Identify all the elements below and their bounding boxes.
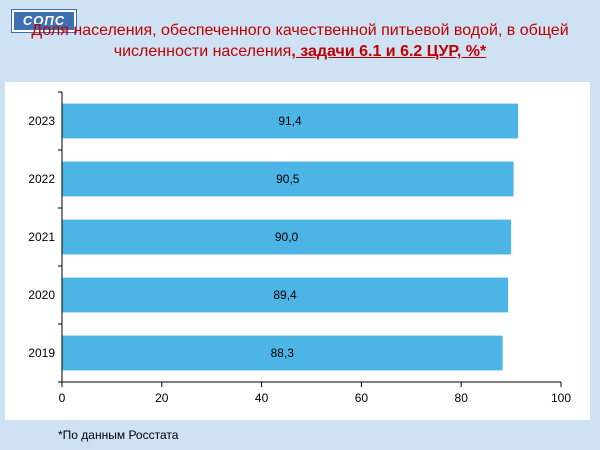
footnote: *По данным Росстата <box>58 428 179 442</box>
bar-2019 <box>62 335 503 371</box>
title-main: Доля населения, обеспеченного качественн… <box>31 22 569 60</box>
bar-2022 <box>62 161 514 197</box>
x-tick-label-0: 0 <box>59 391 66 405</box>
category-label-2019: 2019 <box>28 346 55 360</box>
chart-area: 91,4 2023 90,5 2022 90,0 2021 89,4 2020 88,3 2019… <box>5 82 590 420</box>
category-label-2021: 2021 <box>28 230 55 244</box>
data-label-2022: 90,5 <box>276 172 300 186</box>
title-sdg-tasks: , задачи 6.1 и 6.2 ЦУР, %* <box>291 43 487 60</box>
sops-logo: СОПС <box>12 10 76 32</box>
category-label-2023: 2023 <box>28 114 55 128</box>
data-label-2020: 89,4 <box>273 288 297 302</box>
x-tick-label-60: 60 <box>355 391 369 405</box>
category-label-2022: 2022 <box>28 172 55 186</box>
bar-chart: 91,4 2023 90,5 2022 90,0 2021 89,4 2020 88,3 2019… <box>28 91 571 405</box>
chart-title: Доля населения, обеспеченного качественн… <box>10 20 590 62</box>
bar-2020 <box>62 277 509 313</box>
x-tick-label-20: 20 <box>155 391 169 405</box>
x-tick-label-40: 40 <box>255 391 269 405</box>
data-label-2023: 91,4 <box>278 114 302 128</box>
data-label-2019: 88,3 <box>271 346 295 360</box>
bar-2021 <box>62 219 512 255</box>
x-tick-label-100: 100 <box>551 391 571 405</box>
x-tick-label-80: 80 <box>455 391 469 405</box>
bar-2023 <box>62 103 519 139</box>
category-label-2020: 2020 <box>28 288 55 302</box>
data-label-2021: 90,0 <box>275 230 299 244</box>
